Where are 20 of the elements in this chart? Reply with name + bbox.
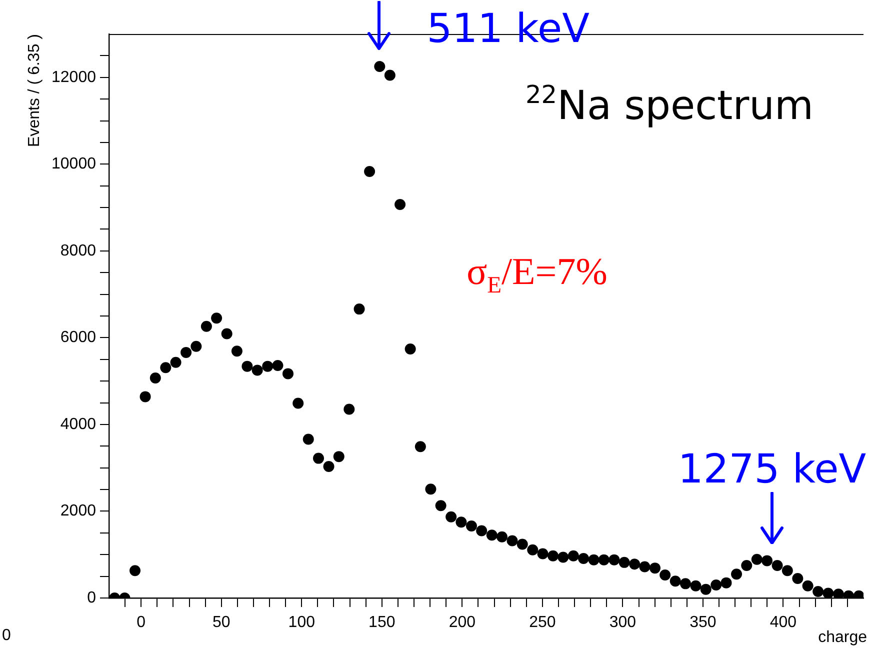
x-tick-label: 400 xyxy=(770,614,797,632)
y-axis-title: Events / ( 6.35 ) xyxy=(26,34,43,147)
x-tick-label: 0 xyxy=(136,614,146,632)
x-tick-label: 300 xyxy=(609,614,636,632)
annotation: 1275 keV xyxy=(678,446,867,493)
y-tick-label: 4000 xyxy=(60,416,96,433)
x-tick-label: 250 xyxy=(529,614,556,632)
x-tick-label: 350 xyxy=(690,614,716,632)
y-tick-label: 2000 xyxy=(60,502,96,520)
x-axis-title: charge xyxy=(818,629,868,646)
y-tick-label: 8000 xyxy=(60,242,96,260)
y-tick-label: 6000 xyxy=(60,329,96,346)
x-tick-label: 100 xyxy=(288,614,316,632)
text: 0 xyxy=(2,627,11,644)
y-tick-label: 10000 xyxy=(52,156,96,173)
x-tick-label: 150 xyxy=(368,614,396,632)
x-tick-label: 50 xyxy=(212,614,230,632)
y-tick-label: 12000 xyxy=(52,68,96,86)
x-tick-label: 200 xyxy=(448,614,476,632)
y-tick-label: 0 xyxy=(87,589,96,606)
